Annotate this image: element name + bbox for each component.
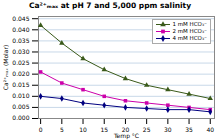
svg-text:10: 10 bbox=[79, 126, 87, 133]
svg-text:0.025: 0.025 bbox=[12, 59, 29, 66]
svg-text:0.005: 0.005 bbox=[12, 103, 29, 110]
svg-text:35: 35 bbox=[185, 126, 193, 133]
html-text:2 mM HCO₃⁻: 2 mM HCO₃⁻ bbox=[172, 28, 207, 34]
svg-text:40: 40 bbox=[206, 126, 214, 133]
svg-text:0: 0 bbox=[39, 126, 43, 133]
svg-text:0.045: 0.045 bbox=[12, 15, 29, 22]
svg-text:0.040: 0.040 bbox=[12, 26, 29, 33]
svg-text:0.010: 0.010 bbox=[12, 92, 29, 99]
svg-text:Ca²⁺ₘₐₓ (Molar): Ca²⁺ₘₐₓ (Molar) bbox=[2, 45, 9, 90]
svg-text:0.035: 0.035 bbox=[12, 37, 29, 44]
svg-text:30: 30 bbox=[164, 126, 172, 133]
svg-text:0.015: 0.015 bbox=[12, 81, 29, 88]
html-text:4 mM HCO₃⁻: 4 mM HCO₃⁻ bbox=[172, 35, 207, 41]
svg-text:25: 25 bbox=[143, 126, 151, 133]
svg-text:15: 15 bbox=[100, 126, 108, 133]
svg-text:Temp °C: Temp °C bbox=[113, 132, 139, 140]
svg-text:0.030: 0.030 bbox=[12, 48, 29, 55]
html-text:1 mM HCO₃⁻: 1 mM HCO₃⁻ bbox=[172, 21, 207, 27]
svg-text:0.020: 0.020 bbox=[12, 70, 29, 77]
svg-text:5: 5 bbox=[60, 126, 64, 133]
svg-text:20: 20 bbox=[121, 125, 130, 133]
html-text:Ca²⁺ₘₐₓ at pH 7 and 5,000 ppm: Ca²⁺ₘₐₓ at pH 7 and 5,000 ppm salinity bbox=[28, 1, 192, 10]
svg-text:0.000: 0.000 bbox=[12, 114, 29, 121]
